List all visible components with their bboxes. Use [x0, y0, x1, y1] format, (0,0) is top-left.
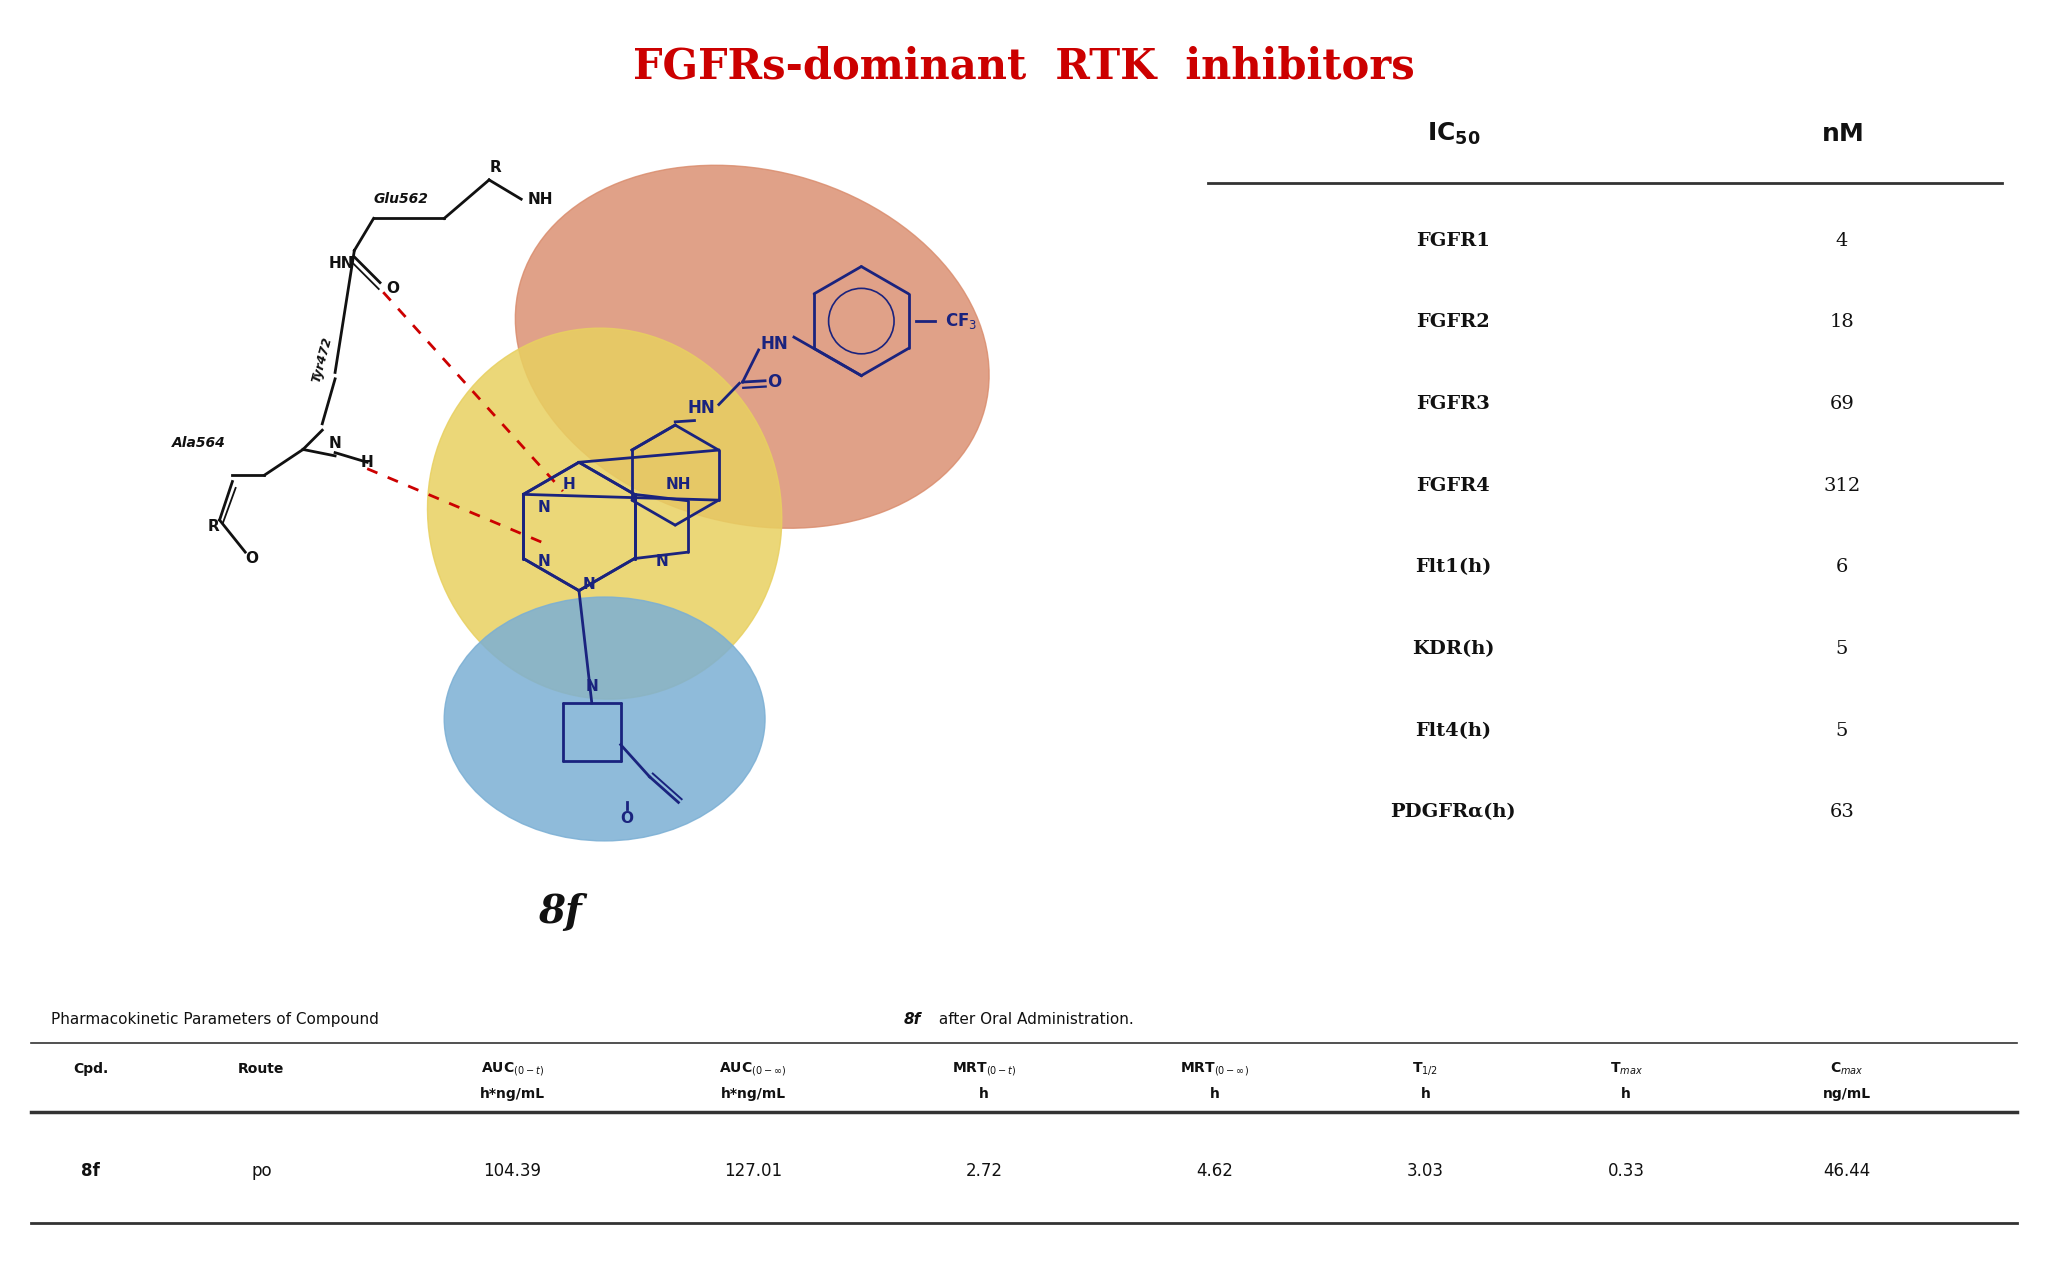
- Text: KDR(h): KDR(h): [1411, 640, 1495, 658]
- Text: 104.39: 104.39: [483, 1162, 541, 1180]
- Text: FGFR2: FGFR2: [1417, 313, 1491, 331]
- Text: 63: 63: [1829, 803, 1853, 821]
- Text: h: h: [979, 1088, 989, 1102]
- Text: 6: 6: [1835, 559, 1847, 577]
- Ellipse shape: [516, 165, 989, 528]
- Text: ng/mL: ng/mL: [1823, 1088, 1872, 1102]
- Ellipse shape: [444, 597, 766, 840]
- Text: N: N: [655, 555, 670, 569]
- Text: $\mathbf{IC_{50}}$: $\mathbf{IC_{50}}$: [1427, 121, 1481, 148]
- Text: NH: NH: [528, 192, 553, 207]
- Text: 18: 18: [1829, 313, 1853, 331]
- Text: N: N: [582, 577, 596, 592]
- Text: Flt1(h): Flt1(h): [1415, 559, 1491, 577]
- Text: Pharmacokinetic Parameters of Compound: Pharmacokinetic Parameters of Compound: [51, 1013, 383, 1027]
- Text: FGFR4: FGFR4: [1417, 476, 1491, 494]
- Text: 3.03: 3.03: [1407, 1162, 1444, 1180]
- Text: T$_{1/2}$: T$_{1/2}$: [1413, 1060, 1438, 1077]
- Text: 0.33: 0.33: [1608, 1162, 1645, 1180]
- Text: CF$_3$: CF$_3$: [944, 311, 977, 331]
- Text: HN: HN: [330, 256, 354, 270]
- Text: O: O: [246, 551, 258, 566]
- Text: AUC$_{(0-t)}$: AUC$_{(0-t)}$: [481, 1059, 543, 1077]
- Text: h*ng/mL: h*ng/mL: [721, 1088, 786, 1102]
- Text: NH: NH: [666, 477, 690, 492]
- Text: MRT$_{(0-t)}$: MRT$_{(0-t)}$: [952, 1059, 1016, 1077]
- Text: Flt4(h): Flt4(h): [1415, 722, 1491, 740]
- Text: C$_{max}$: C$_{max}$: [1831, 1060, 1864, 1077]
- Text: R: R: [207, 519, 219, 534]
- Text: N: N: [586, 680, 598, 695]
- Text: HN: HN: [760, 335, 788, 353]
- Text: R: R: [489, 160, 502, 175]
- Text: 5: 5: [1835, 640, 1847, 658]
- Text: h*ng/mL: h*ng/mL: [479, 1088, 545, 1102]
- Text: FGFR1: FGFR1: [1417, 232, 1491, 250]
- Text: Cpd.: Cpd.: [74, 1062, 109, 1076]
- Text: 8f: 8f: [903, 1013, 922, 1027]
- Text: h: h: [1210, 1088, 1221, 1102]
- Text: O: O: [768, 373, 782, 391]
- Text: po: po: [252, 1162, 272, 1180]
- Text: MRT$_{(0-∞)}$: MRT$_{(0-∞)}$: [1180, 1059, 1249, 1077]
- Text: O: O: [621, 811, 633, 826]
- Text: h: h: [1622, 1088, 1630, 1102]
- Text: h: h: [1421, 1088, 1430, 1102]
- Text: FGFR3: FGFR3: [1417, 395, 1491, 413]
- Text: 312: 312: [1823, 476, 1860, 494]
- Text: 127.01: 127.01: [725, 1162, 782, 1180]
- Text: PDGFRα(h): PDGFRα(h): [1391, 803, 1516, 821]
- Text: N: N: [330, 435, 342, 450]
- Text: 8f: 8f: [539, 892, 582, 931]
- Text: 4.62: 4.62: [1196, 1162, 1233, 1180]
- Text: 2.72: 2.72: [965, 1162, 1001, 1180]
- Text: 46.44: 46.44: [1823, 1162, 1870, 1180]
- Text: N: N: [537, 555, 551, 569]
- Text: O: O: [387, 282, 399, 296]
- Text: H: H: [360, 454, 373, 470]
- Text: Tyr472: Tyr472: [309, 336, 334, 384]
- Ellipse shape: [428, 328, 782, 699]
- Text: Glu562: Glu562: [373, 192, 428, 206]
- Text: 4: 4: [1835, 232, 1847, 250]
- Text: AUC$_{(0-∞)}$: AUC$_{(0-∞)}$: [719, 1059, 786, 1077]
- Text: after Oral Administration.: after Oral Administration.: [934, 1013, 1133, 1027]
- Text: H: H: [563, 477, 575, 492]
- Text: 8f: 8f: [82, 1162, 100, 1180]
- Text: FGFRs-dominant  RTK  inhibitors: FGFRs-dominant RTK inhibitors: [633, 45, 1415, 88]
- Text: N: N: [537, 499, 551, 515]
- Text: T$_{max}$: T$_{max}$: [1610, 1060, 1642, 1077]
- Text: $\mathbf{nM}$: $\mathbf{nM}$: [1821, 122, 1864, 147]
- Text: Route: Route: [238, 1062, 285, 1076]
- Text: 5: 5: [1835, 722, 1847, 740]
- Text: Ala564: Ala564: [172, 436, 225, 450]
- Text: HN: HN: [686, 399, 715, 417]
- Text: 69: 69: [1829, 395, 1853, 413]
